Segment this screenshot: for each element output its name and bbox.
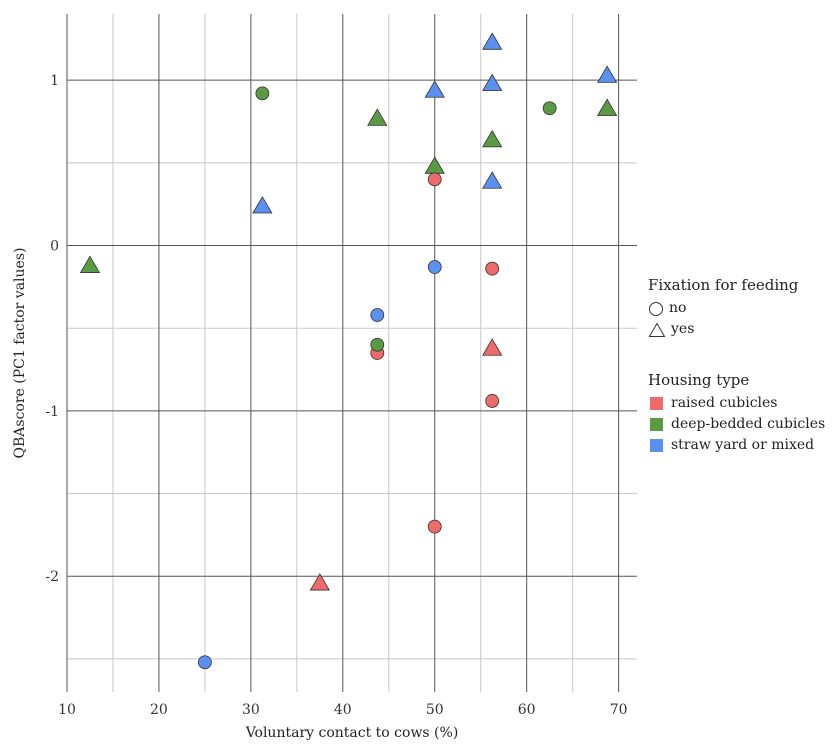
legend-item-no: no	[648, 298, 798, 319]
data-point-circle	[427, 260, 442, 274]
data-point-triangle	[79, 255, 101, 273]
x-tick-label: 10	[58, 702, 76, 718]
x-tick-label: 40	[334, 702, 352, 718]
x-axis-title: Voluntary contact to cows (%)	[245, 725, 459, 741]
circle-icon	[649, 301, 663, 316]
data-point-circle	[255, 86, 270, 101]
data-point-circle	[485, 261, 500, 276]
legend-title-fixation: Fixation for feeding	[648, 276, 799, 294]
data-points	[79, 32, 618, 670]
legend-label-yes: yes	[671, 321, 695, 337]
data-point-circle	[370, 337, 385, 352]
x-tick-label: 50	[426, 702, 444, 718]
swatch-deep-bedded-cubicles	[650, 418, 663, 431]
y-tick-label: -2	[45, 569, 59, 585]
data-point-triangle	[482, 32, 503, 50]
data-point-triangle	[482, 129, 503, 148]
triangle-icon	[648, 321, 666, 337]
legend-item-raised-cubicles: raised cubicles	[648, 393, 825, 414]
data-point-triangle	[367, 108, 388, 126]
legend-housing: Housing type raised cubicles deep-bedded…	[648, 370, 825, 456]
data-point-triangle	[309, 573, 330, 591]
y-tick-label: -1	[45, 404, 59, 420]
swatch-straw-yard-or-mixed	[650, 439, 663, 452]
data-point-triangle	[482, 338, 503, 356]
y-tick-label: 0	[50, 239, 59, 255]
data-point-triangle	[596, 65, 618, 83]
data-point-circle	[198, 655, 212, 670]
data-point-circle	[427, 519, 442, 534]
legend-label-straw-yard-or-mixed: straw yard or mixed	[671, 437, 815, 453]
data-point-circle	[485, 394, 500, 408]
data-point-triangle	[252, 196, 273, 214]
legend-title-housing: Housing type	[648, 371, 750, 389]
x-tick-label: 70	[610, 702, 628, 718]
data-point-triangle	[596, 98, 618, 116]
data-point-circle	[542, 101, 557, 116]
data-point-triangle	[482, 171, 503, 189]
grid-lines	[66, 14, 637, 692]
legend-item-straw-yard-or-mixed: straw yard or mixed	[648, 435, 825, 456]
legend-label-deep-bedded-cubicles: deep-bedded cubicles	[671, 416, 826, 432]
x-tick-label: 30	[242, 702, 260, 718]
data-point-triangle	[424, 80, 445, 98]
data-point-triangle	[424, 156, 445, 174]
x-tick-label: 60	[518, 702, 536, 718]
legend-label-raised-cubicles: raised cubicles	[671, 395, 778, 411]
legend-item-yes: yes	[648, 319, 798, 340]
data-point-circle	[370, 308, 385, 322]
y-axis-title: QBAscore (PC1 factor values)	[12, 248, 28, 459]
legend-label-no: no	[669, 300, 687, 316]
legend-item-deep-bedded-cubicles: deep-bedded cubicles	[648, 414, 825, 435]
swatch-raised-cubicles	[650, 397, 663, 410]
y-tick-label: 1	[50, 73, 59, 89]
legend-fixation: Fixation for feeding no yes	[648, 275, 798, 340]
data-point-circle	[427, 172, 442, 187]
data-point-triangle	[482, 73, 503, 92]
x-tick-label: 20	[150, 702, 168, 718]
